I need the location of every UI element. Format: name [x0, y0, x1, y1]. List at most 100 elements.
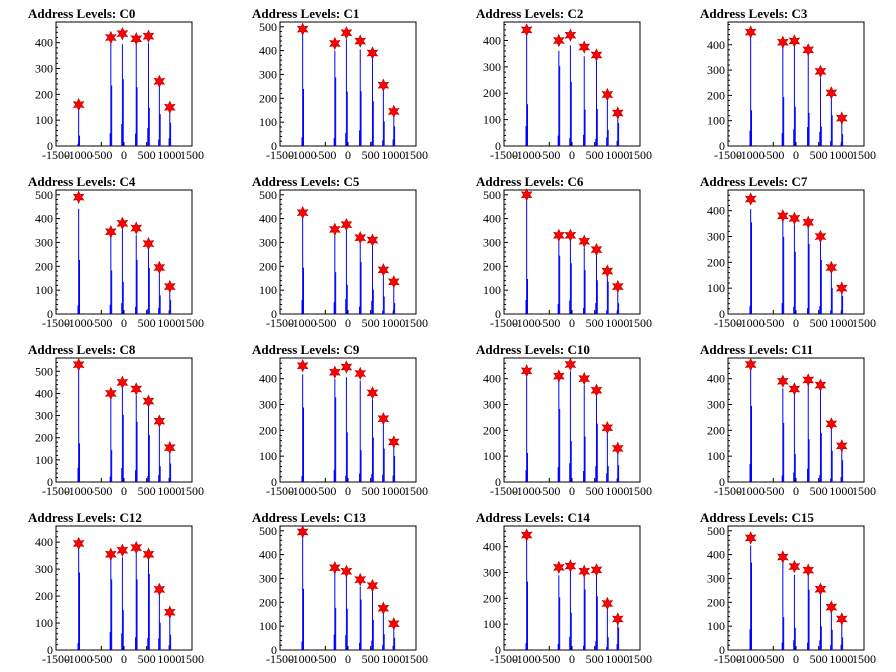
peak-marker	[590, 383, 603, 398]
x-tick-label: -500	[762, 148, 784, 162]
y-tick-label: 200	[707, 255, 725, 269]
peak-marker	[72, 536, 85, 551]
peak-marker	[366, 578, 379, 593]
y-tick-label: 200	[707, 423, 725, 437]
peak-marker	[296, 359, 309, 373]
x-tick-label: -1500	[490, 316, 518, 330]
peak-marker	[744, 357, 757, 372]
x-tick-label: -1000	[513, 484, 541, 498]
x-tick-label: -1000	[65, 484, 93, 498]
x-tick-label: 0	[345, 316, 351, 330]
y-tick-label: 400	[707, 548, 725, 562]
y-tick-label: 300	[483, 566, 501, 580]
y-tick-label: 0	[495, 307, 501, 321]
y-tick-label: 0	[495, 475, 501, 489]
y-tick-label: 300	[259, 235, 277, 249]
x-tick-label: -500	[314, 652, 336, 666]
y-tick-label: 0	[47, 139, 53, 153]
panel-title: Address Levels: C13	[252, 510, 366, 525]
peak-marker	[744, 25, 757, 39]
x-tick-label: 1500	[852, 652, 876, 666]
y-tick-label: 400	[259, 372, 277, 386]
peak-marker	[163, 100, 176, 114]
chart-panel: Address Levels: C2 0 100 200 300 400 -1500-100…	[476, 6, 652, 162]
y-tick-label: 100	[707, 619, 725, 633]
x-tick-label: -1000	[737, 484, 765, 498]
x-tick-label: 1000	[381, 652, 405, 666]
x-tick-label: -500	[762, 652, 784, 666]
y-tick-label: 400	[259, 44, 277, 58]
peak-marker	[366, 386, 379, 400]
y-tick-label: 500	[483, 188, 501, 202]
y-tick-label: 200	[35, 431, 53, 445]
plot-frame	[279, 21, 417, 147]
plot-frame	[503, 357, 641, 483]
x-tick-label: -1500	[490, 652, 518, 666]
peak-marker	[116, 216, 129, 231]
x-tick-label: 1000	[157, 316, 181, 330]
x-tick-label: 1000	[829, 148, 853, 162]
peak-marker	[744, 531, 757, 545]
y-tick-label: 400	[483, 212, 501, 226]
y-tick-label: 300	[707, 571, 725, 585]
peak-marker	[142, 394, 155, 408]
panel-title: Address Levels: C12	[28, 510, 142, 525]
x-tick-label: 1000	[381, 316, 405, 330]
x-tick-label: 1500	[180, 316, 204, 330]
peak-marker	[105, 386, 117, 401]
panel-title: Address Levels: C3	[700, 6, 808, 21]
peak-marker	[601, 87, 614, 102]
x-tick-label: -1000	[737, 652, 765, 666]
x-tick-label: 500	[138, 148, 156, 162]
x-tick-label: -500	[314, 484, 336, 498]
x-tick-label: 1500	[180, 484, 204, 498]
x-tick-label: 500	[362, 652, 380, 666]
plot-frame	[55, 189, 193, 315]
x-tick-label: 0	[793, 148, 799, 162]
y-tick-label: 200	[707, 595, 725, 609]
x-tick-label: 1000	[157, 484, 181, 498]
x-tick-label: -1000	[65, 652, 93, 666]
y-tick-label: 100	[259, 619, 277, 633]
peak-marker	[564, 559, 577, 573]
peak-marker	[153, 74, 166, 89]
x-tick-label: -1000	[513, 652, 541, 666]
x-tick-label: 0	[569, 316, 575, 330]
peak-marker	[153, 260, 166, 275]
peak-marker	[553, 33, 565, 48]
x-tick-label: -1500	[266, 316, 294, 330]
peak-marker	[340, 217, 353, 232]
panel-title: Address Levels: C8	[28, 342, 136, 357]
y-tick-label: 100	[483, 283, 501, 297]
x-tick-label: -1500	[714, 652, 742, 666]
chart-panel: Address Levels: C50100200300400500-1500-…	[252, 174, 428, 330]
y-tick-label: 300	[707, 230, 725, 244]
y-tick-label: 400	[483, 540, 501, 554]
peak-marker	[520, 188, 533, 202]
y-tick-label: 200	[483, 423, 501, 437]
panel-title: Address Levels: C6	[476, 174, 584, 189]
x-tick-label: 1500	[180, 148, 204, 162]
x-tick-label: 0	[121, 316, 127, 330]
peak-marker	[788, 211, 801, 226]
x-tick-label: 0	[793, 652, 799, 666]
x-tick-label: -1000	[65, 148, 93, 162]
x-tick-label: 500	[810, 484, 828, 498]
y-tick-label: 200	[35, 589, 53, 603]
x-tick-label: -1000	[737, 316, 765, 330]
y-tick-label: 200	[35, 87, 53, 101]
peak-marker	[590, 48, 603, 62]
peak-marker	[296, 22, 309, 36]
x-tick-label: -500	[762, 316, 784, 330]
peak-marker	[814, 229, 827, 244]
y-tick-label: 200	[707, 88, 725, 102]
peak-marker	[825, 600, 838, 614]
x-tick-label: 0	[569, 148, 575, 162]
y-tick-label: 300	[35, 235, 53, 249]
x-tick-label: 1500	[628, 148, 652, 162]
plot-frame	[727, 525, 865, 651]
y-tick-label: 0	[271, 643, 277, 657]
chart-panel: Address Levels: C7 0 100 200 300 400 -1500-100…	[700, 174, 876, 330]
y-tick-label: 400	[259, 548, 277, 562]
